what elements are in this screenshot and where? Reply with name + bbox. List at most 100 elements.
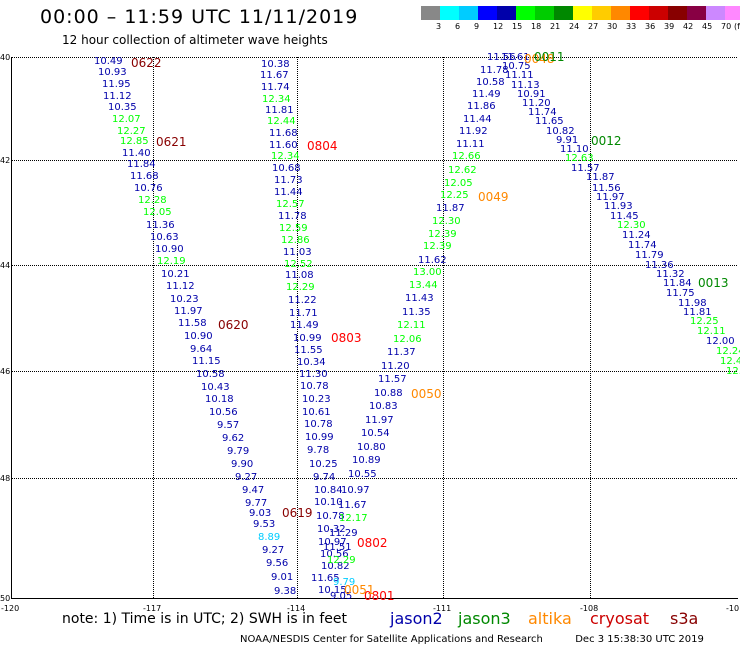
lat-label: 42 xyxy=(0,156,11,165)
wave-height-value: 12.52 xyxy=(284,259,313,270)
wave-height-value: 10.80 xyxy=(357,442,386,453)
wave-height-value: 10.23 xyxy=(302,394,331,405)
wave-height-value: 11.49 xyxy=(290,320,319,331)
pass-label: 0620 xyxy=(218,318,249,332)
wave-height-value: 9.56 xyxy=(266,558,289,569)
wave-height-value: 11.29 xyxy=(329,528,358,539)
wave-height-value: 11.37 xyxy=(387,347,416,358)
wave-height-value: 10.82 xyxy=(321,561,350,572)
wave-height-value: 11.68 xyxy=(269,128,298,139)
lon-gridline xyxy=(297,57,298,598)
legend-swatch xyxy=(554,6,573,20)
wave-height-value: 9.91 xyxy=(556,135,579,146)
wave-height-value: 11.97 xyxy=(596,192,625,203)
wave-height-value: 11.35 xyxy=(402,307,431,318)
pass-label: 0012 xyxy=(591,134,622,148)
wave-height-value: 10.78 xyxy=(304,419,333,430)
wave-height-value: 12.4 xyxy=(720,356,740,367)
pass-label: 0802 xyxy=(357,536,388,550)
wave-height-value: 11.60 xyxy=(269,140,298,151)
wave-height-value: 10.61 xyxy=(302,407,331,418)
wave-height-value: 10.88 xyxy=(374,388,403,399)
satellite-jason3: jason3 xyxy=(458,609,511,628)
wave-height-value: 11.92 xyxy=(459,126,488,137)
legend-label: 36 xyxy=(645,22,656,31)
wave-height-value: 11.44 xyxy=(463,114,492,125)
wave-height-value: 11.65 xyxy=(311,573,340,584)
wave-height-value: 12.28 xyxy=(138,195,167,206)
lon-label: -108 xyxy=(580,604,599,613)
lon-label: -117 xyxy=(143,604,162,613)
lat-label: 44 xyxy=(0,261,11,270)
wave-height-value: 11.57 xyxy=(378,374,407,385)
wave-height-value: 10.49 xyxy=(94,56,123,67)
wave-height-value: 10.89 xyxy=(352,455,381,466)
wave-height-value: 10.58 xyxy=(476,77,505,88)
wave-height-value: 9.79 xyxy=(227,446,250,457)
wave-height-value: 11.57 xyxy=(571,163,600,174)
legend-label: 45 xyxy=(702,22,713,31)
wave-height-value: 11.08 xyxy=(285,270,314,281)
wave-height-value: 10.63 xyxy=(150,232,179,243)
wave-height-value: 12.25 xyxy=(690,316,719,327)
wave-height-value: 11.22 xyxy=(288,295,317,306)
wave-height-value: 9.53 xyxy=(253,519,276,530)
wave-height-value: 10.56 xyxy=(320,549,349,560)
wave-height-value: 10.82 xyxy=(546,126,575,137)
legend-swatch xyxy=(535,6,554,20)
wave-height-value: 10.55 xyxy=(348,469,377,480)
wave-height-value: 10.78 xyxy=(316,511,345,522)
legend-swatch xyxy=(440,6,459,20)
color-scale-legend xyxy=(421,6,740,20)
wave-height-value: 12.05 xyxy=(143,207,172,218)
wave-height-value: 11.11 xyxy=(456,139,485,150)
legend-label: 6 xyxy=(455,22,461,31)
satellite-altika: altika xyxy=(528,609,572,628)
wave-height-value: 9.77 xyxy=(245,498,268,509)
wave-height-value: 12.85 xyxy=(120,136,149,147)
wave-height-value: 11.97 xyxy=(365,415,394,426)
lat-label: 48 xyxy=(0,474,11,483)
wave-height-value: 12.19 xyxy=(157,256,186,267)
legend-swatch xyxy=(687,6,706,20)
timestamp-text: Dec 3 15:38:30 UTC 2019 xyxy=(575,634,704,645)
pass-label: 0050 xyxy=(411,387,442,401)
wave-height-value: 12.11 xyxy=(397,320,426,331)
wave-height-value: 12.29 xyxy=(286,282,315,293)
wave-height-value: 10.25 xyxy=(309,459,338,470)
wave-height-value: 12.86 xyxy=(281,235,310,246)
wave-height-value: 12.00 xyxy=(706,336,735,347)
wave-height-value: 10.10 xyxy=(314,497,343,508)
wave-height-value: 10.78 xyxy=(300,381,329,392)
wave-height-value: 11.79 xyxy=(635,250,664,261)
wave-height-value: 12.11 xyxy=(697,326,726,337)
wave-height-value: 9.62 xyxy=(222,433,245,444)
wave-height-value: 9.64 xyxy=(190,344,213,355)
wave-height-value: 12.24 xyxy=(716,346,740,357)
wave-height-value: 10.35 xyxy=(108,102,137,113)
wave-height-value: 12.29 xyxy=(327,555,356,566)
lon-gridline xyxy=(443,57,444,598)
satellite-jason2: jason2 xyxy=(390,609,443,628)
wave-height-value: 10.23 xyxy=(170,294,199,305)
wave-height-value: 12.30 xyxy=(432,216,461,227)
wave-height-value: 13.44 xyxy=(409,280,438,291)
legend-label: 12 xyxy=(493,22,504,31)
wave-height-value: 10.21 xyxy=(161,269,190,280)
legend-swatch xyxy=(478,6,497,20)
wave-height-value: 11.58 xyxy=(178,318,207,329)
wave-height-value: 10.83 xyxy=(369,401,398,412)
wave-height-value: 11.65 xyxy=(535,116,564,127)
wave-height-value: 10.99 xyxy=(305,432,334,443)
lat-gridline xyxy=(11,160,737,161)
wave-height-value: 11.12 xyxy=(103,91,132,102)
wave-height-value: 12.34 xyxy=(271,151,300,162)
legend-label: 70 xyxy=(721,22,732,31)
legend-label: 39 xyxy=(664,22,675,31)
wave-height-value: 9.03 xyxy=(249,508,272,519)
wave-height-value: 12.62 xyxy=(448,165,477,176)
wave-height-value: 13.00 xyxy=(413,267,442,278)
legend-label: 33 xyxy=(626,22,637,31)
pass-label: 0622 xyxy=(131,56,162,70)
